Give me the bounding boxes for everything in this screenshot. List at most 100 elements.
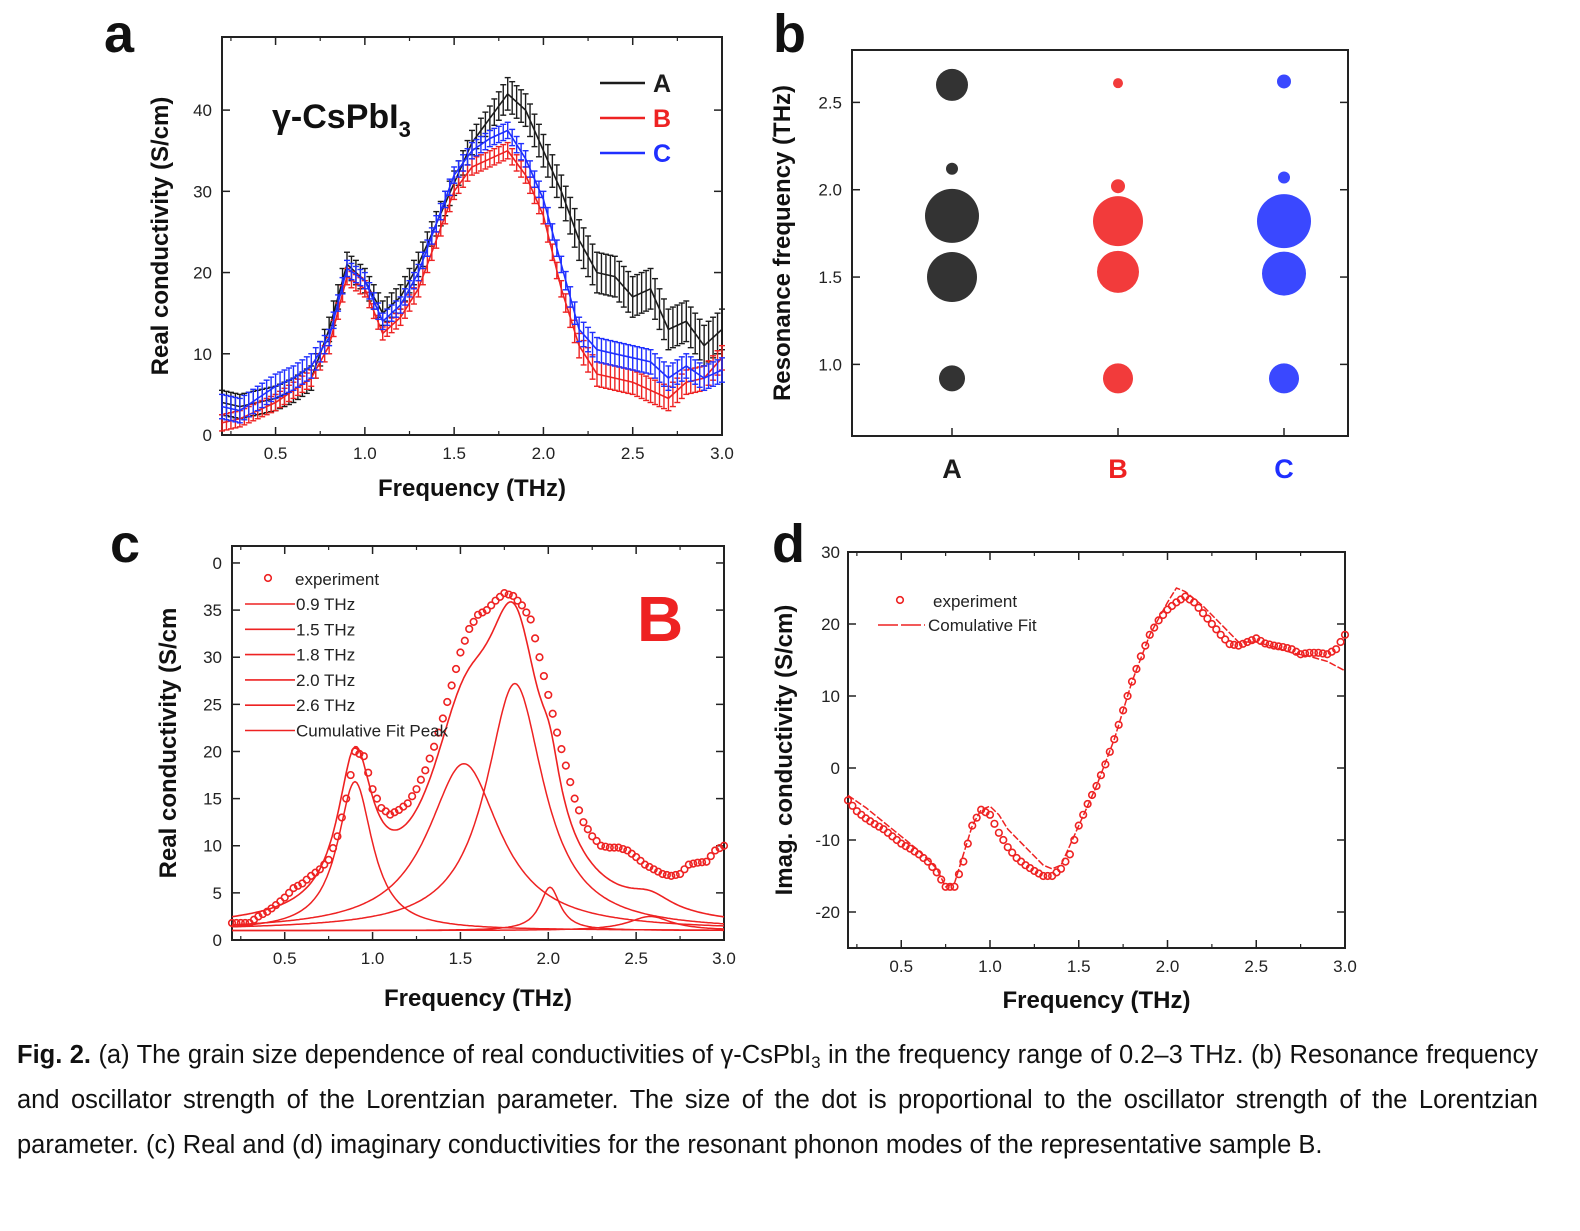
legend-label-A: A: [653, 70, 671, 98]
experiment-point: [610, 843, 619, 852]
cumulative-fit-line: [847, 587, 1346, 888]
experiment-point: [932, 868, 941, 877]
resonance-dot-A: [946, 162, 958, 175]
experiment-point: [1274, 642, 1283, 651]
experiment-point: [460, 636, 469, 645]
legend-label: 2.6 THz: [296, 696, 355, 715]
experiment-point: [1158, 610, 1168, 620]
x-tick-label: 1.0: [361, 949, 385, 968]
experiment-point: [1096, 771, 1106, 780]
experiment-point: [697, 858, 707, 867]
experiment-point: [1225, 640, 1234, 649]
plot-frame: [231, 545, 725, 941]
experiment-point: [1203, 614, 1212, 623]
experiment-point: [883, 828, 893, 837]
experiment-point: [1087, 790, 1097, 800]
experiment-point: [923, 857, 932, 866]
legend-label-B: B: [653, 105, 671, 133]
experiment-point: [236, 918, 245, 928]
legend-label: 0.9 THz: [296, 595, 355, 614]
x-tick-label: 3.0: [712, 949, 736, 968]
resonance-dot-B: [1113, 78, 1123, 89]
x-tick-label: 2.5: [624, 949, 648, 968]
sample-annotation: B: [637, 583, 683, 655]
experiment-point: [320, 860, 329, 869]
experiment-point: [888, 832, 897, 841]
experiment-point: [368, 785, 377, 794]
experiment-point: [937, 875, 946, 884]
experiment-point: [1056, 864, 1066, 873]
y-tick-label: 30: [203, 648, 222, 667]
x-tick-label: 2.5: [1244, 957, 1268, 976]
experiment-point: [1008, 848, 1017, 857]
y-axis-label: Imag. conductivity (S/cm): [771, 605, 798, 896]
y-tick-label: 10: [821, 687, 840, 706]
experiment-point: [1207, 619, 1216, 629]
experiment-point: [1198, 609, 1208, 618]
experiment-point: [592, 836, 601, 846]
experiment-point: [1065, 850, 1074, 859]
experiment-point: [959, 857, 968, 866]
y-tick-label: 10: [193, 345, 212, 364]
x-tick-label: 1.0: [978, 957, 1002, 976]
y-tick-label: 20: [821, 615, 840, 634]
y-tick-label: 25: [203, 695, 222, 714]
experiment-point: [443, 697, 452, 707]
experiment-point: [658, 869, 667, 879]
experiment-point: [1216, 630, 1225, 639]
experiment-point: [1145, 630, 1154, 639]
x-tick-label: 2.0: [1156, 957, 1180, 976]
experiment-point: [342, 794, 351, 803]
experiment-point: [1110, 735, 1119, 744]
experiment-point: [706, 852, 715, 861]
experiment-point: [1154, 616, 1163, 625]
y-tick-label: 20: [203, 742, 222, 761]
y-axis-label: Real conductivity (S/cm: [155, 608, 182, 879]
y-tick-label: 35: [203, 601, 222, 620]
experiment-point: [232, 918, 241, 928]
resonance-dot-B: [1103, 363, 1133, 394]
experiment-point: [1141, 641, 1150, 650]
experiment-point: [1061, 857, 1070, 866]
panel-c: 0.5 1.0 1.5 2.0 2.5 3.0 0 5 10 15 20 25 30 35 0 Frequen…: [155, 545, 736, 1012]
experiment-point: [579, 818, 588, 827]
legend-label: 1.5 THz: [296, 620, 355, 639]
resonance-dot-B: [1093, 196, 1143, 247]
y-tick-label: 5: [213, 884, 222, 903]
y-tick-label: 30: [193, 182, 212, 201]
y-tick-label: 0: [831, 759, 840, 778]
category-label-A: A: [942, 454, 962, 484]
experiment-point: [1229, 640, 1239, 649]
experiment-point: [429, 742, 439, 751]
legend-marker-experiment: [895, 595, 905, 605]
panel-a: 0.5 1.0 1.5 2.0 2.5 3.0 0 10 20 30 40 Frequency (TH…: [147, 36, 734, 502]
category-label-C: C: [1274, 454, 1294, 484]
experiment-point: [1309, 648, 1319, 657]
resonance-dot-A: [939, 365, 965, 392]
experiment-point: [1265, 640, 1274, 649]
legend-label-experiment: experiment: [933, 592, 1017, 611]
experiment-point: [482, 605, 491, 615]
resonance-dot-B: [1111, 179, 1125, 194]
x-tick-label: 3.0: [710, 444, 734, 463]
experiment-point: [526, 615, 535, 624]
experiment-point: [557, 745, 566, 754]
experiment-point: [1247, 636, 1256, 645]
figure-caption: Fig. 2. (a) The grain size dependence of…: [17, 1033, 1538, 1168]
experiment-point: [972, 813, 981, 822]
x-tick-label: 1.5: [449, 949, 473, 968]
experiment-point: [1269, 641, 1279, 650]
experiment-point: [280, 893, 289, 902]
x-tick-label: 2.0: [532, 444, 556, 463]
experiment-point: [662, 870, 671, 880]
experiment-point: [985, 810, 995, 819]
panel-d: 0.5 1.0 1.5 2.0 2.5 3.0 -20 -10 0 10 20 30 Frequency…: [771, 543, 1357, 1014]
experiment-point: [852, 807, 861, 816]
y-tick-label: 0: [213, 554, 222, 573]
experiment-point: [693, 858, 702, 867]
x-tick-label: 1.0: [353, 444, 377, 463]
experiment-point: [583, 825, 592, 834]
x-tick-label: 0.5: [264, 444, 288, 463]
y-axis-label: Real conductivity (S/cm): [147, 97, 174, 376]
experiment-point: [689, 859, 698, 868]
